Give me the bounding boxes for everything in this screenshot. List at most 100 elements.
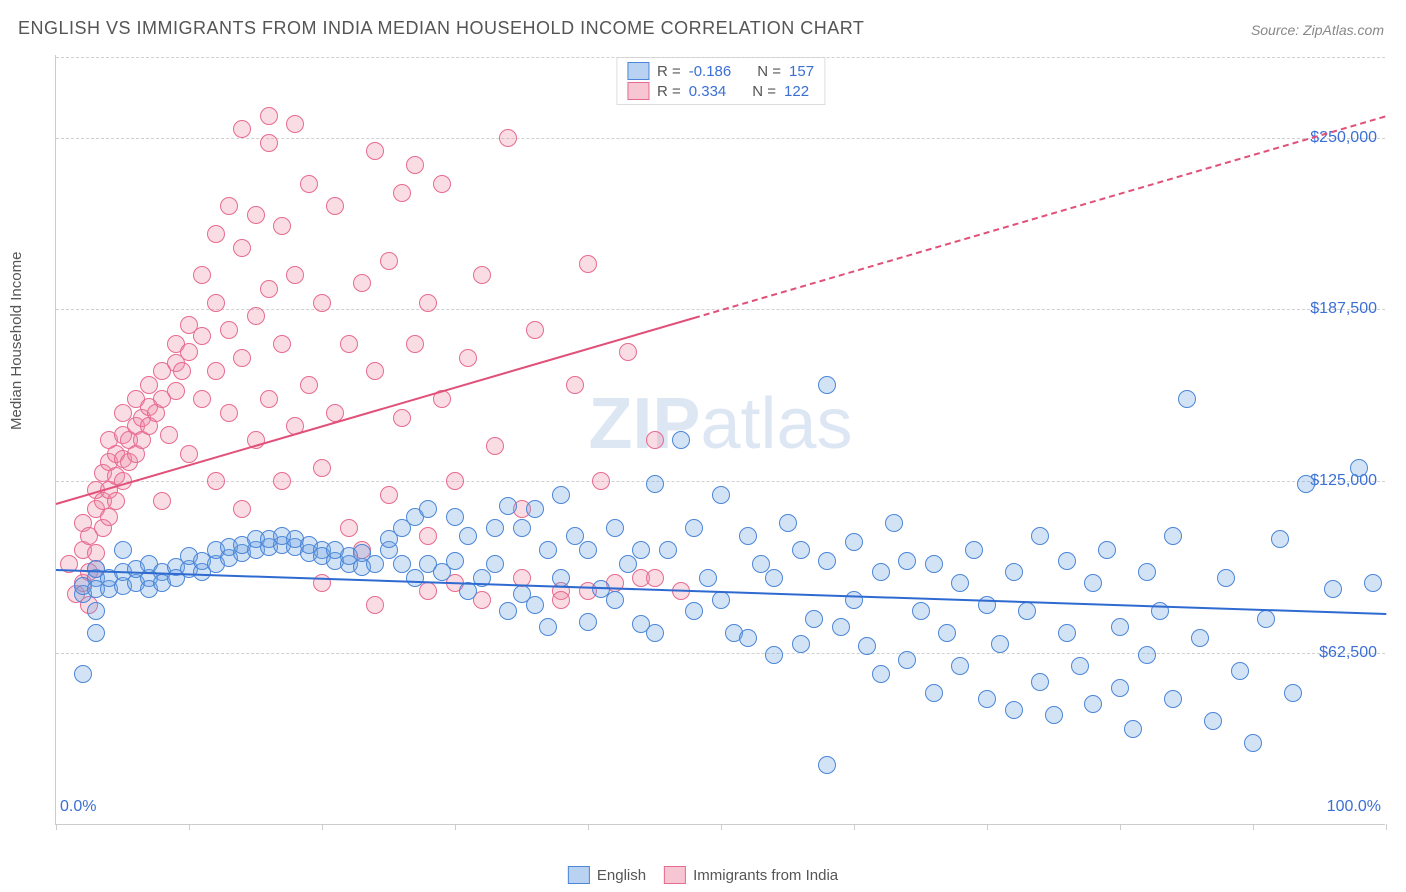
scatter-point-english [1164, 527, 1182, 545]
plot-area: ZIPatlas R =-0.186N =157R =0.334N =122 0… [55, 55, 1385, 825]
scatter-point-english [1031, 673, 1049, 691]
scatter-point-india [286, 115, 304, 133]
scatter-point-english [619, 555, 637, 573]
scatter-point-english [552, 569, 570, 587]
scatter-point-english [526, 500, 544, 518]
scatter-point-india [233, 500, 251, 518]
scatter-point-india [87, 544, 105, 562]
scatter-point-english [366, 555, 384, 573]
x-tick-mark [854, 824, 855, 830]
legend-row-india: R =0.334N =122 [627, 82, 814, 100]
scatter-point-english [779, 514, 797, 532]
x-tick-mark [721, 824, 722, 830]
legend-row-english: R = -0.186 N = 157 [627, 62, 814, 80]
scatter-point-india [233, 120, 251, 138]
scatter-point-india [406, 156, 424, 174]
scatter-point-india [366, 362, 384, 380]
scatter-point-english [1257, 610, 1275, 628]
scatter-point-english [446, 552, 464, 570]
scatter-point-english [499, 497, 517, 515]
scatter-point-india [419, 582, 437, 600]
scatter-point-india [300, 175, 318, 193]
source-label: Source: ZipAtlas.com [1251, 22, 1384, 38]
scatter-point-india [260, 107, 278, 125]
scatter-point-india [313, 459, 331, 477]
scatter-point-english [486, 519, 504, 537]
scatter-point-india [340, 519, 358, 537]
scatter-point-english [1018, 602, 1036, 620]
scatter-point-english [765, 569, 783, 587]
scatter-point-english [898, 651, 916, 669]
scatter-point-english [1204, 712, 1222, 730]
scatter-point-english [539, 618, 557, 636]
scatter-point-english [579, 613, 597, 631]
scatter-point-english [951, 657, 969, 675]
x-tick-mark [1120, 824, 1121, 830]
scatter-point-india [326, 197, 344, 215]
scatter-point-india [233, 239, 251, 257]
scatter-point-english [1138, 563, 1156, 581]
scatter-point-english [765, 646, 783, 664]
scatter-point-india [100, 508, 118, 526]
y-tick-label: $62,500 [1319, 644, 1377, 662]
scatter-point-india [220, 404, 238, 422]
legend-r-label: R = [657, 63, 681, 80]
scatter-point-english [646, 624, 664, 642]
x-tick-mark [189, 824, 190, 830]
scatter-point-india [353, 274, 371, 292]
scatter-point-india [619, 343, 637, 361]
watermark: ZIPatlas [588, 383, 852, 465]
legend-n-value: 122 [784, 83, 809, 100]
scatter-point-english [845, 591, 863, 609]
scatter-point-india [646, 431, 664, 449]
scatter-point-english [1005, 701, 1023, 719]
scatter-point-english [872, 665, 890, 683]
scatter-point-english [1045, 706, 1063, 724]
legend-r-label: R = [657, 83, 681, 100]
legend-n-value: 157 [789, 63, 814, 80]
scatter-point-english [1191, 629, 1209, 647]
scatter-point-english [832, 618, 850, 636]
scatter-point-english [1271, 530, 1289, 548]
scatter-point-english [951, 574, 969, 592]
scatter-point-english [818, 552, 836, 570]
x-tick-mark [1253, 824, 1254, 830]
legend-r-value: 0.334 [689, 83, 727, 100]
scatter-point-english [606, 591, 624, 609]
legend-n-label: N = [757, 63, 781, 80]
scatter-point-english [1031, 527, 1049, 545]
scatter-point-english [1138, 646, 1156, 664]
scatter-point-india [173, 362, 191, 380]
scatter-point-english [1231, 662, 1249, 680]
chart-title: ENGLISH VS IMMIGRANTS FROM INDIA MEDIAN … [18, 18, 864, 39]
scatter-point-english [406, 569, 424, 587]
scatter-point-india [393, 184, 411, 202]
scatter-point-english [659, 541, 677, 559]
x-tick-mark [322, 824, 323, 830]
scatter-point-english [1098, 541, 1116, 559]
scatter-point-india [180, 445, 198, 463]
scatter-point-india [380, 252, 398, 270]
legend-r-value: -0.186 [689, 63, 732, 80]
scatter-point-india [247, 206, 265, 224]
scatter-point-india [366, 142, 384, 160]
scatter-point-english [1058, 624, 1076, 642]
scatter-point-india [380, 486, 398, 504]
scatter-point-english [925, 555, 943, 573]
x-tick-mark [1386, 824, 1387, 830]
legend-swatch [568, 866, 590, 884]
scatter-point-english [965, 541, 983, 559]
scatter-point-india [160, 426, 178, 444]
scatter-point-india [260, 134, 278, 152]
gridline [56, 138, 1385, 139]
scatter-point-india [446, 472, 464, 490]
legend-item-india: Immigrants from India [664, 866, 838, 884]
scatter-point-english [114, 541, 132, 559]
scatter-point-english [685, 519, 703, 537]
scatter-point-india [273, 335, 291, 353]
scatter-point-english [1324, 580, 1342, 598]
scatter-point-english [1284, 684, 1302, 702]
y-tick-label: $187,500 [1310, 300, 1377, 318]
scatter-point-india [486, 437, 504, 455]
scatter-point-english [552, 486, 570, 504]
